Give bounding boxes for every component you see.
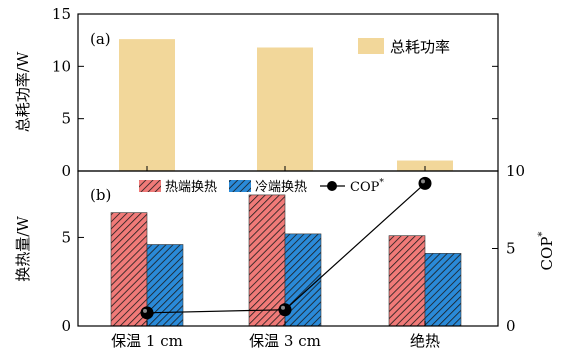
cop-point-2 xyxy=(418,176,432,190)
cop-point-highlight-2 xyxy=(421,179,425,184)
panel-b-y-ticks: 05 xyxy=(61,228,84,335)
legend-cop-text: COP xyxy=(350,180,380,195)
x-category-label-0: 保温 1 cm xyxy=(111,332,183,350)
y2-label-text: COP xyxy=(538,237,556,271)
y-tick-label-b-0: 0 xyxy=(61,317,71,335)
legend-label-hot-end: 热端换热 xyxy=(165,180,217,195)
bar-hot-end-0 xyxy=(110,212,148,327)
legend-cop-marker xyxy=(327,181,337,191)
y2-label-sup: * xyxy=(537,232,548,237)
y-tick-label-b-1: 5 xyxy=(61,228,71,246)
legend-swatch-total-power xyxy=(358,38,384,54)
cop-point-1 xyxy=(278,303,292,317)
bar-total-power-1 xyxy=(257,47,313,171)
panel-a: (a) 0 5 10 15 总耗功率/W 总耗功率 xyxy=(14,5,498,180)
x-category-label-2: 绝热 xyxy=(410,332,440,350)
legend-swatch-cold-end xyxy=(229,180,251,192)
cop-point-highlight-1 xyxy=(281,305,285,310)
panel-b-legend: 热端换热 冷端换热 COP* xyxy=(139,178,384,195)
cop-point-highlight-0 xyxy=(143,308,147,313)
panel-b-y2-ticks: 0 5 10 xyxy=(492,162,525,335)
bar-cold-end-2 xyxy=(424,253,462,327)
bar-hot-end-2 xyxy=(388,235,426,327)
y2-tick-label-b-2: 10 xyxy=(506,162,525,180)
y-tick-label-a-0: 0 xyxy=(61,162,71,180)
panel-b-y-label: 换热量/W xyxy=(14,216,32,282)
bar-total-power-0 xyxy=(119,39,175,172)
legend-swatch-hot-end xyxy=(139,180,161,192)
x-category-label-1: 保温 3 cm xyxy=(249,332,321,350)
panel-a-y-ticks: 0 5 10 15 xyxy=(52,5,498,180)
x-category-labels: 保温 1 cm 保温 3 cm 绝热 xyxy=(111,166,440,350)
legend-cop-sup: * xyxy=(379,178,384,188)
y-tick-label-a-3: 15 xyxy=(52,5,71,23)
panel-a-label: (a) xyxy=(90,30,111,48)
panel-b-y2-label: COP* xyxy=(537,232,556,271)
cop-point-0 xyxy=(140,306,154,320)
panel-b-cop-line xyxy=(140,176,432,320)
legend-label-cop: COP* xyxy=(350,178,384,195)
panel-a-legend: 总耗功率 xyxy=(358,38,450,56)
panel-b-frame xyxy=(77,170,499,327)
y2-tick-label-b-0: 0 xyxy=(506,317,516,335)
legend-label-cold-end: 冷端换热 xyxy=(255,180,307,195)
panel-a-y-label: 总耗功率/W xyxy=(14,51,32,132)
y-tick-label-a-1: 5 xyxy=(61,110,71,128)
panel-a-bars xyxy=(119,39,453,172)
bar-hot-end-1 xyxy=(248,194,286,327)
legend-label-total-power: 总耗功率 xyxy=(390,38,450,56)
y-tick-label-a-2: 10 xyxy=(52,57,71,75)
bar-total-power-2 xyxy=(397,160,453,171)
y2-tick-label-b-1: 5 xyxy=(506,240,516,258)
panel-b-label: (b) xyxy=(90,186,111,204)
